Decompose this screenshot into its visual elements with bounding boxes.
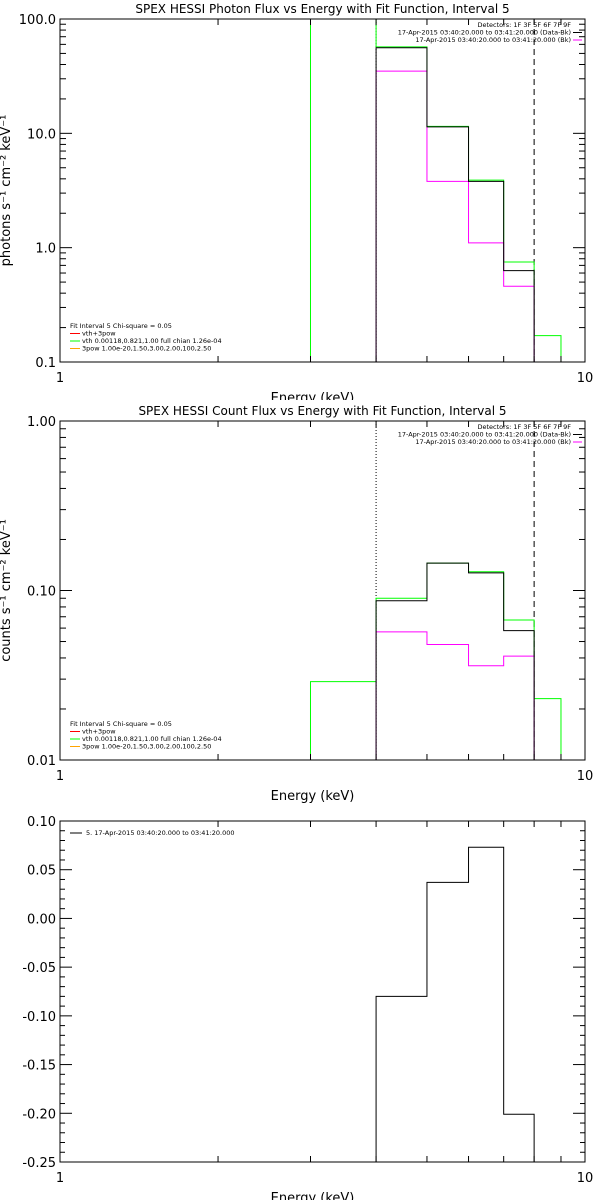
residual-legend-entry: 5. 17-Apr-2015 03:40:20.000 to 03:41:20.… <box>86 829 235 837</box>
plot-data-layer <box>375 846 535 1162</box>
legend-entry: 17-Apr-2015 03:40:20.000 to 03:41:20.000… <box>398 431 571 439</box>
y-axis-label: photons s⁻¹ cm⁻² keV⁻¹ <box>0 115 14 267</box>
x-axis-label: Energy (keV) <box>271 789 355 804</box>
series-line-1 <box>375 631 535 760</box>
x-axis-label: Energy (keV) <box>271 391 355 400</box>
y-tick-label: 1.00 <box>27 415 56 430</box>
plot-frame <box>59 820 586 1163</box>
fit-legend-entry: vth+3pow <box>82 330 116 338</box>
series-line-0 <box>375 846 535 1162</box>
series-line-2 <box>309 19 562 362</box>
count-flux-chart: SPEX HESSI Count Flux vs Energy with Fit… <box>0 404 594 804</box>
fit-legend-entry: Fit Interval 5 Chi-square = 0.05 <box>70 322 172 330</box>
y-tick-label: -0.10 <box>22 1010 56 1025</box>
fit-legend-entry: 3pow 1.00e-20,1.50,3.00,2.00,100,2.50 <box>82 743 211 751</box>
y-tick-label: 0.1 <box>35 356 56 371</box>
x-tick-label: 10 <box>577 371 594 386</box>
plot-frame <box>59 18 586 363</box>
y-tick-label: 100.0 <box>19 13 56 28</box>
x-tick-label: 1 <box>56 371 64 386</box>
photon-flux-chart: SPEX HESSI Photon Flux vs Energy with Fi… <box>0 2 594 400</box>
residuals-chart: 1 10 -0.25 -0.20 -0.15 -0.10 -0.05 0.00 0.05 0.10… <box>22 815 594 1200</box>
y-tick-label: 0.10 <box>27 585 56 600</box>
legend-entry: 17-Apr-2015 03:40:20.000 to 03:41:20.000… <box>415 36 571 44</box>
y-tick-label: -0.15 <box>22 1059 56 1074</box>
y-tick-label: 1.0 <box>35 242 56 257</box>
y-tick-label: 10.0 <box>27 127 56 142</box>
x-tick-label: 1 <box>56 1171 64 1186</box>
plot-data-layer <box>309 421 562 760</box>
y-tick-label: 0.01 <box>27 754 56 769</box>
chart-title: SPEX HESSI Count Flux vs Energy with Fit… <box>138 404 506 418</box>
fit-legend-entry: vth+3pow <box>82 728 116 736</box>
y-tick-label: -0.25 <box>22 1156 56 1171</box>
fit-legend-entry: Fit Interval 5 Chi-square = 0.05 <box>70 720 172 728</box>
legend-entry: Detectors: 1F 3F 5F 6F 7F 9F <box>477 423 571 431</box>
x-tick-label: 10 <box>577 769 594 784</box>
y-axis-label: counts s⁻¹ cm⁻² keV⁻¹ <box>0 519 14 662</box>
y-tick-label: 0.05 <box>27 864 56 879</box>
fit-legend-entry: vth 0.00118,0.821,1.00 full chian 1.26e-… <box>82 337 222 345</box>
chart-title: SPEX HESSI Photon Flux vs Energy with Fi… <box>135 2 509 16</box>
fit-legend-entry: vth 0.00118,0.821,1.00 full chian 1.26e-… <box>82 735 222 743</box>
y-tick-label: 0.00 <box>27 912 56 927</box>
series-line-0 <box>375 47 535 362</box>
legend-entry: 17-Apr-2015 03:40:20.000 to 03:41:20.000… <box>415 438 571 446</box>
legend-entry: Detectors: 1F 3F 5F 6F 7F 9F <box>477 21 571 29</box>
plot-frame <box>59 420 586 761</box>
series-line-1 <box>375 70 535 362</box>
x-tick-label: 10 <box>577 1171 594 1186</box>
x-tick-label: 1 <box>56 769 64 784</box>
y-tick-label: 0.10 <box>27 815 56 830</box>
series-line-0 <box>375 562 535 760</box>
legend-entry: 17-Apr-2015 03:40:20.000 to 03:41:20.000… <box>398 29 571 37</box>
y-tick-label: -0.20 <box>22 1107 56 1122</box>
series-line-2 <box>309 562 562 760</box>
plot-data-layer <box>309 19 562 362</box>
fit-legend-entry: 3pow 1.00e-20,1.50,3.00,2.00,100,2.50 <box>82 345 211 353</box>
y-tick-label: -0.05 <box>22 961 56 976</box>
x-axis-label: Energy (keV) <box>271 1191 355 1200</box>
